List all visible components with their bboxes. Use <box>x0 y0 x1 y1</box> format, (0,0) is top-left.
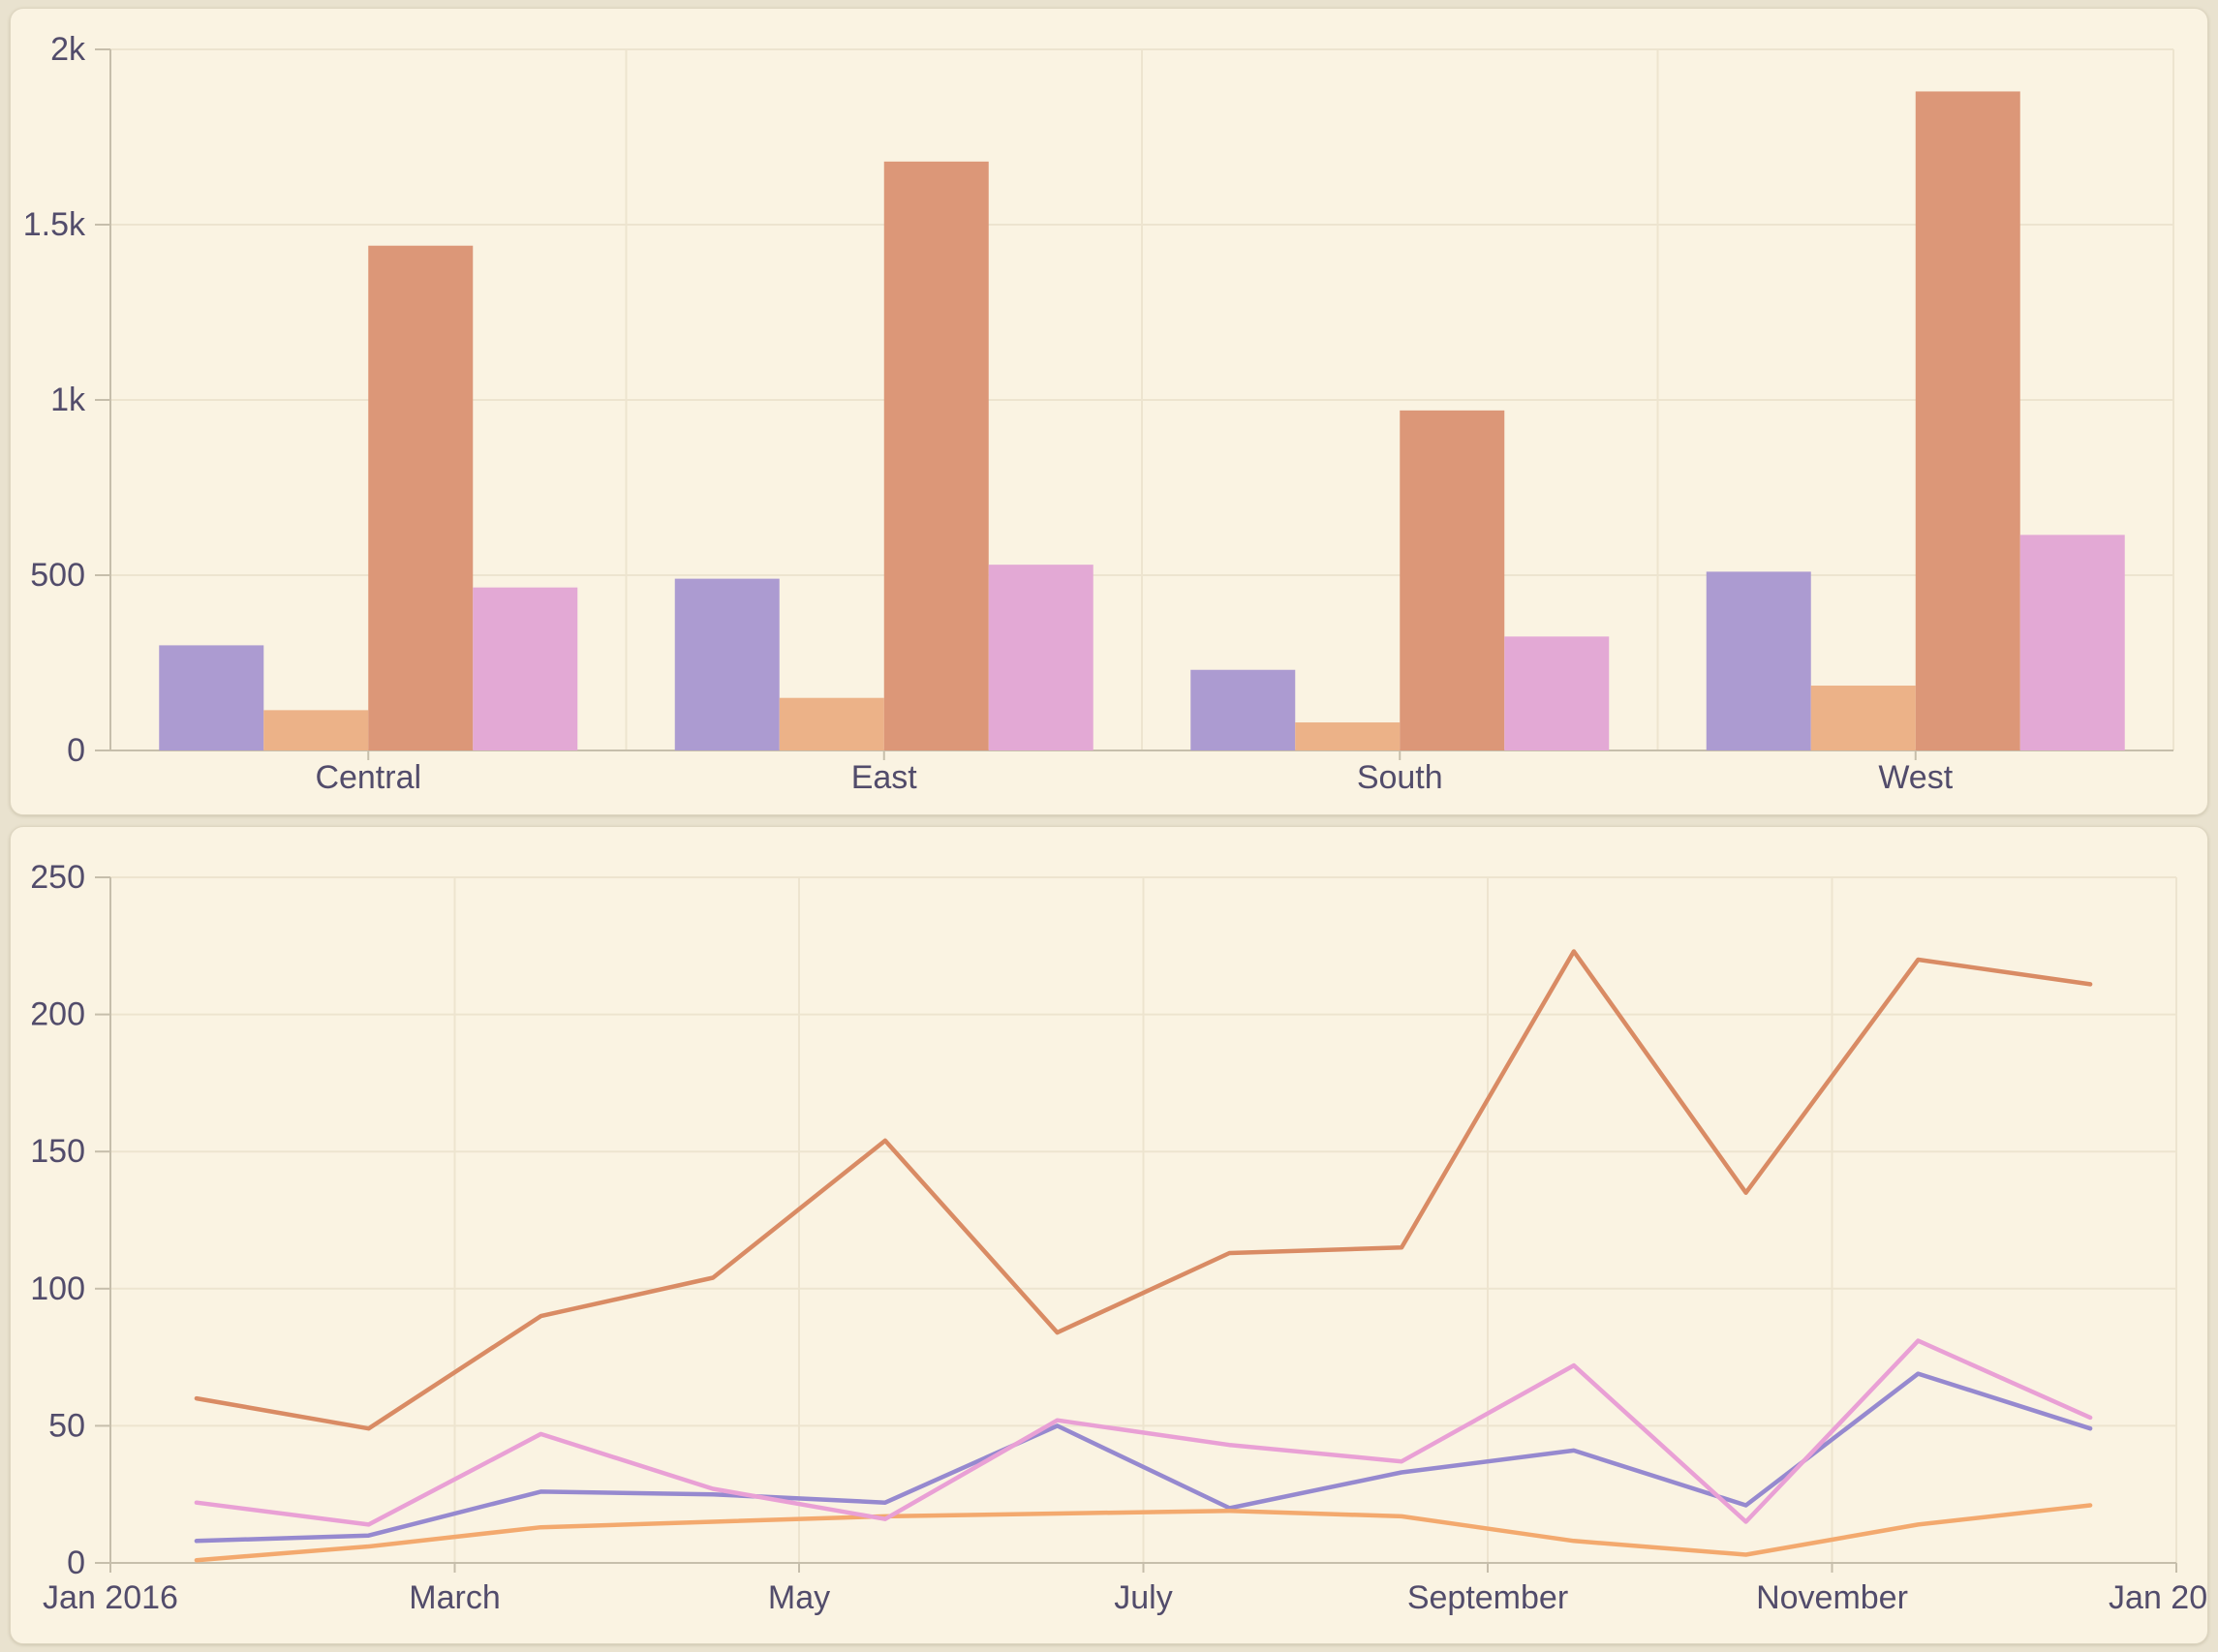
bar-west-light-orange[interactable] <box>1810 686 1916 750</box>
bar-east-light-orange[interactable] <box>779 697 884 750</box>
x-axis-label: May <box>768 1579 830 1616</box>
bar-chart[interactable]: 0 500 1k 1.5k 2k Central East South West <box>11 9 2207 814</box>
y-axis-label: 150 <box>30 1133 85 1170</box>
bar-south-purple[interactable] <box>1190 669 1296 750</box>
bar-central-salmon[interactable] <box>368 245 474 751</box>
bar-central-purple[interactable] <box>159 645 264 750</box>
y-axis-label: 1k <box>50 382 86 418</box>
line-salmon[interactable] <box>194 949 2093 1431</box>
y-axis-label: 500 <box>30 557 85 594</box>
y-axis-label: 1.5k <box>23 206 86 243</box>
x-axis-label: West <box>1878 759 1953 796</box>
line-chart-card: 0 50 100 150 200 250 Jan 2016 March May July Septe… <box>10 826 2208 1644</box>
x-axis-label: July <box>1114 1579 1172 1616</box>
y-axis-label: 0 <box>67 732 85 769</box>
bar-south-light-orange[interactable] <box>1295 722 1401 750</box>
bar-east-purple[interactable] <box>674 578 780 750</box>
y-axis-label: 2k <box>50 31 86 68</box>
line-chart[interactable]: 0 50 100 150 200 250 Jan 2016 March May July Septe… <box>11 827 2207 1643</box>
x-axis-label: September <box>1407 1579 1568 1616</box>
line-purple[interactable] <box>194 1371 2093 1544</box>
y-axis-label: 0 <box>67 1545 85 1581</box>
bar-chart-card: 0 500 1k 1.5k 2k Central East South West <box>10 8 2208 815</box>
bar-west-pink[interactable] <box>2019 535 2125 750</box>
y-axis-label: 50 <box>48 1407 85 1444</box>
x-axis-label: South <box>1357 759 1443 796</box>
y-axis-label: 250 <box>30 859 85 896</box>
y-axis-label: 100 <box>30 1270 85 1307</box>
bar-west-salmon[interactable] <box>1915 91 2020 750</box>
bar-south-salmon[interactable] <box>1400 410 1505 750</box>
x-axis-label: November <box>1756 1579 1908 1616</box>
bar-east-salmon[interactable] <box>883 161 989 751</box>
bar-west-purple[interactable] <box>1706 571 1811 750</box>
bar-central-light-orange[interactable] <box>263 710 369 750</box>
x-axis-label: Central <box>315 759 421 796</box>
bar-central-pink[interactable] <box>473 587 578 750</box>
line-pink[interactable] <box>194 1338 2093 1527</box>
y-axis-label: 200 <box>30 996 85 1033</box>
x-axis-label: Jan 2017 <box>2109 1579 2207 1616</box>
bar-south-pink[interactable] <box>1504 636 1610 750</box>
line-light-orange[interactable] <box>194 1503 2093 1563</box>
x-axis-label: March <box>409 1579 500 1616</box>
bar-east-pink[interactable] <box>988 565 1094 750</box>
x-axis-label: East <box>851 759 918 796</box>
x-axis-label: Jan 2016 <box>43 1579 178 1616</box>
